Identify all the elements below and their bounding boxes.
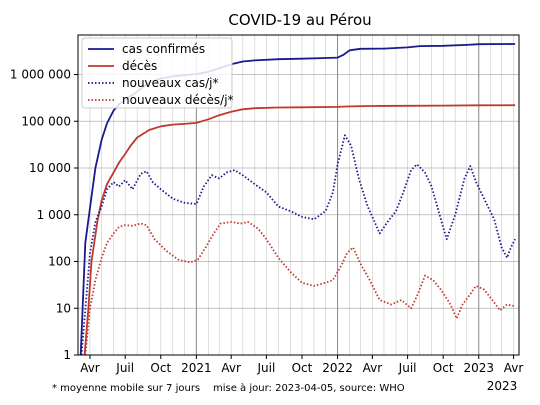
- y-tick-label: 10: [56, 301, 71, 315]
- legend: cas confirmés décès nouveaux cas/j* nouveau…: [81, 37, 234, 109]
- footnote-moving-average: * moyenne mobile sur 7 jours: [52, 383, 200, 394]
- x-tick-label: Oct: [150, 361, 171, 375]
- chart-title: COVID-19 au Pérou: [228, 11, 371, 29]
- x-tick-label: Juil: [115, 361, 134, 375]
- series-line-4: [84, 221, 516, 355]
- x-axis-year-label: 2023: [487, 379, 518, 393]
- y-tick-label: 100: [48, 255, 71, 269]
- x-tick-label: Oct: [292, 361, 313, 375]
- legend-label: cas confirmés: [122, 42, 205, 56]
- y-axis: 1 10 100 1 000 10 000 100 000 1 000 000: [10, 68, 78, 362]
- x-tick-label: Oct: [433, 361, 454, 375]
- legend-box: [81, 37, 233, 109]
- x-tick-label: Juil: [398, 361, 417, 375]
- series-line-2: [83, 104, 516, 355]
- legend-label: nouveaux cas/j*: [122, 76, 219, 90]
- y-tick-label: 10 000: [29, 161, 71, 175]
- x-tick-label: 2022: [322, 361, 353, 375]
- x-axis: Avr Juil Oct 2021 Avr Juil Oct 2022 Avr Juil Oct 20…: [80, 355, 523, 375]
- y-tick-label: 1 000: [37, 208, 71, 222]
- x-tick-label: Avr: [80, 361, 100, 375]
- y-tick-label: 100 000: [21, 114, 71, 128]
- y-tick-label: 1: [63, 348, 71, 362]
- legend-label: nouveaux décès/j*: [122, 93, 234, 107]
- series-line-3: [80, 134, 516, 355]
- x-tick-label: Avr: [221, 361, 241, 375]
- x-tick-label: Juil: [256, 361, 275, 375]
- legend-label: décès: [122, 59, 157, 73]
- y-tick-label: 1 000 000: [10, 68, 71, 82]
- footnote-source: mise à jour: 2023-04-05, source: WHO: [213, 382, 405, 394]
- x-tick-label: Avr: [363, 361, 383, 375]
- x-tick-label: 2021: [181, 361, 212, 375]
- x-tick-label: 2023: [463, 361, 494, 375]
- plot-frame: [77, 34, 520, 356]
- x-tick-label: Avr: [504, 361, 524, 375]
